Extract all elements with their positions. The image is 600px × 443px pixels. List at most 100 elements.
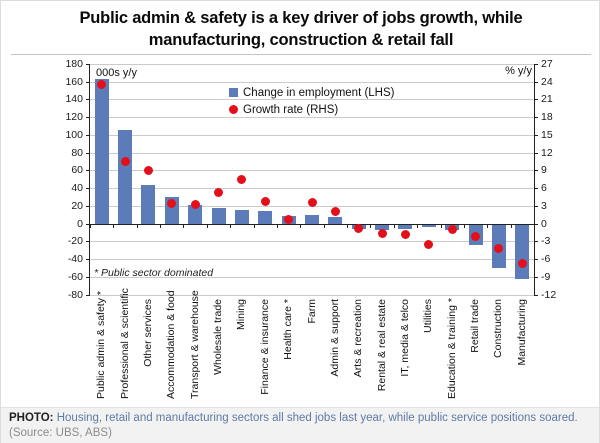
gridline (90, 81, 534, 83)
x-axis-tick (183, 223, 185, 228)
bar-5 (211, 207, 226, 224)
dot-series-swatch-icon (229, 105, 238, 114)
growth-dot-2 (143, 165, 153, 175)
x-axis-tick (206, 223, 208, 228)
bar-7 (258, 211, 273, 224)
footnote-public-sector: * Public sector dominated (94, 267, 214, 279)
x-axis-tick (534, 223, 535, 228)
right-axis-tick (534, 259, 538, 261)
left-axis-tick (86, 81, 90, 83)
x-axis-tick (440, 223, 442, 228)
legend-item-bars: Change in employment (LHS) (229, 84, 395, 101)
x-axis-tick (347, 223, 349, 228)
left-axis-tick-label: 180 (65, 58, 83, 70)
x-axis-tick (230, 223, 232, 228)
source-text: (Source: UBS, ABS) (9, 427, 112, 439)
right-axis-tick-label: 9 (541, 164, 547, 177)
photo-label: PHOTO: (9, 412, 54, 424)
bar-series-swatch-icon (229, 88, 238, 97)
title-divider (11, 54, 591, 55)
caption-text: Housing, retail and manufacturing sector… (56, 412, 578, 424)
gridline (90, 188, 534, 190)
left-axis-tick-label: 80 (71, 146, 83, 159)
x-axis-line (89, 223, 534, 225)
bar-0 (94, 79, 109, 224)
right-axis-tick (534, 205, 538, 207)
gridline (90, 276, 534, 278)
legend-item-dots: Growth rate (RHS) (229, 101, 395, 118)
right-axis-tick (534, 64, 538, 65)
left-axis-tick (86, 294, 90, 296)
left-axis-unit-label: 000s y/y (96, 67, 137, 79)
gridline (90, 294, 534, 296)
right-axis-tick-label: -9 (541, 270, 551, 283)
x-axis-category-label: Education & training * (445, 298, 458, 399)
gridline (90, 117, 534, 119)
legend-label-bars: Change in employment (LHS) (243, 86, 395, 99)
gridline (90, 259, 534, 261)
left-axis-tick-label: 100 (65, 128, 83, 141)
bar-13 (398, 224, 413, 229)
right-axis-tick-label: 15 (541, 128, 553, 141)
left-axis-tick-label: 120 (65, 111, 83, 124)
left-axis-tick-label: -40 (67, 253, 83, 266)
caption-line: PHOTO: Housing, retail and manufacturing… (9, 411, 593, 426)
x-axis-tick (253, 223, 255, 228)
bar-6 (234, 210, 249, 224)
right-axis-tick-label: 0 (541, 217, 547, 230)
bar-9 (305, 214, 319, 224)
bar-1 (118, 130, 133, 224)
x-axis-category-label: Retail trade (469, 299, 482, 353)
right-axis-tick-label: -3 (541, 235, 551, 248)
left-axis-tick-label: 0 (77, 217, 83, 230)
gridline (90, 152, 534, 154)
right-axis-tick-label: 27 (541, 58, 553, 70)
x-axis-category-label: IT, media & telco (398, 299, 411, 377)
bar-18 (515, 224, 530, 279)
x-axis-category-label: Admin & support (328, 299, 341, 377)
gridline (90, 170, 534, 172)
right-axis-tick-label: 21 (541, 93, 553, 106)
chart-legend: Change in employment (LHS) Growth rate (… (229, 84, 395, 118)
left-axis-tick (86, 259, 90, 261)
left-axis-tick (86, 205, 90, 207)
growth-dot-4 (190, 200, 200, 210)
right-axis-tick (534, 170, 538, 172)
x-axis-category-label: Wholesale trade (212, 299, 225, 375)
right-axis-tick (534, 117, 538, 119)
left-axis-tick-label: -20 (67, 235, 83, 248)
x-axis-tick (136, 223, 138, 228)
right-axis-tick (534, 188, 538, 190)
left-axis-tick-label: 40 (71, 182, 83, 195)
growth-dot-1 (120, 157, 130, 167)
growth-dot-16 (471, 232, 481, 242)
x-axis-category-label: Finance & insurance (258, 299, 271, 395)
x-axis-tick (510, 223, 512, 228)
left-axis-tick-label: 60 (71, 164, 83, 177)
x-axis-category-label: Other services (141, 299, 154, 367)
x-axis-category-label: Mining (235, 299, 248, 330)
left-axis-tick-label: 20 (71, 199, 83, 212)
left-axis-tick (86, 64, 90, 65)
x-axis-tick (417, 223, 419, 228)
gridline (90, 241, 534, 243)
right-axis-unit-label: % y/y (505, 65, 532, 77)
growth-dot-18 (517, 259, 527, 269)
growth-dot-11 (354, 224, 364, 234)
left-axis-tick-label: -60 (67, 270, 83, 283)
right-axis-tick-label: 18 (541, 111, 553, 124)
left-axis-tick (86, 99, 90, 101)
x-axis-tick (463, 223, 465, 228)
right-axis-tick-label: 24 (541, 75, 553, 88)
growth-dot-5 (214, 187, 224, 197)
right-axis-tick (534, 223, 538, 225)
growth-dot-3 (167, 198, 177, 208)
left-axis-tick-label: -80 (67, 288, 83, 301)
x-axis-category-label: Transport & warehouse (188, 290, 201, 399)
right-axis-tick (534, 99, 538, 101)
right-axis-tick (534, 152, 538, 154)
x-axis-category-label: Accommodation & food (165, 290, 178, 399)
right-axis-tick-label: 3 (541, 199, 547, 212)
bar-12 (375, 224, 390, 230)
